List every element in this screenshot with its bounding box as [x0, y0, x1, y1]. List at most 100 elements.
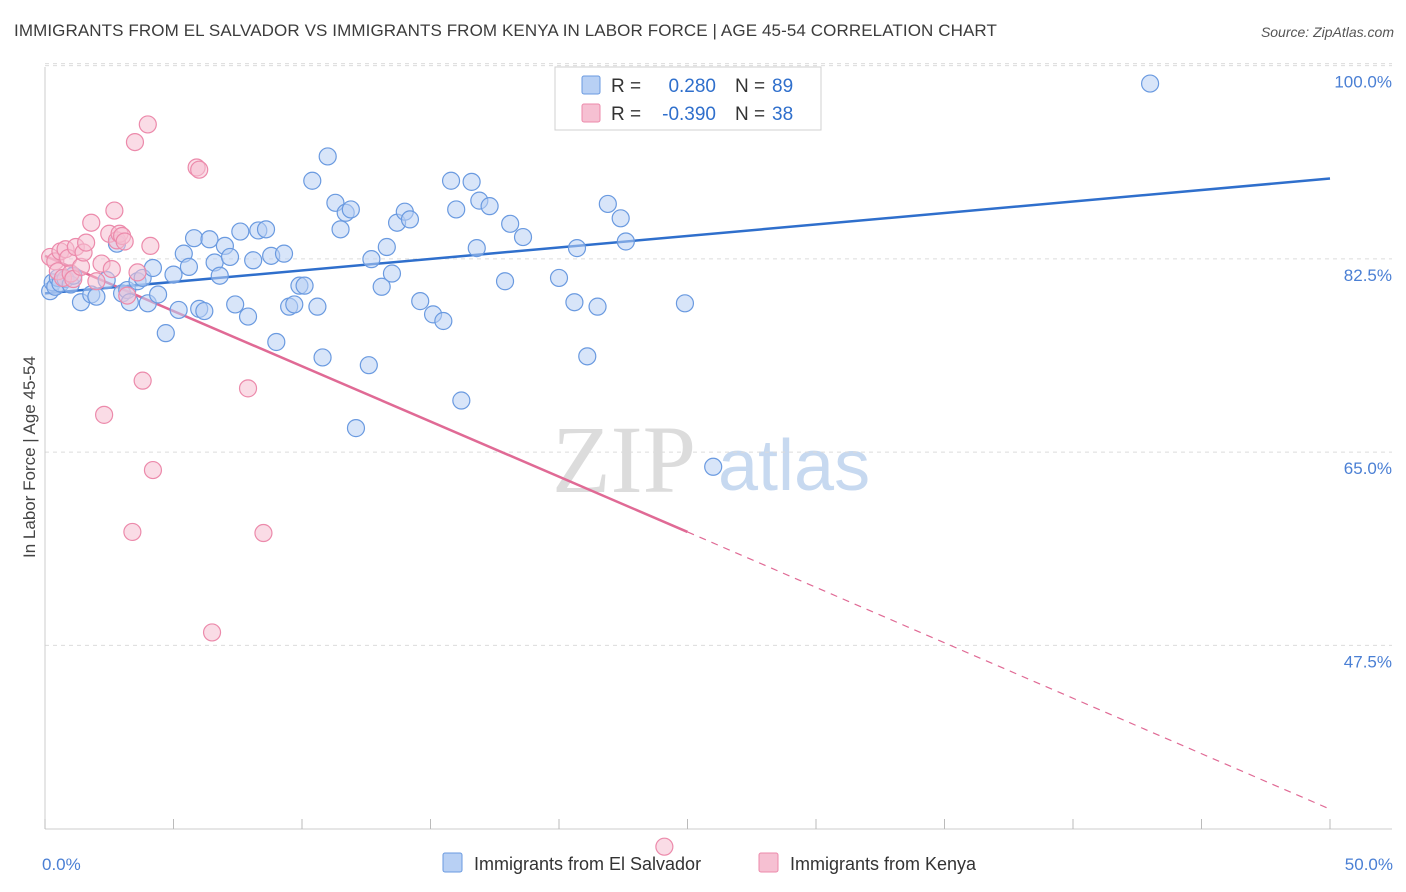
stats-n-value-2: 38 [772, 104, 793, 125]
y-tick-label-0: 100.0% [1334, 73, 1392, 92]
trendline-el-salvador [44, 177, 1331, 295]
point-el-salvador-35 [231, 222, 250, 241]
point-el-salvador-70 [462, 172, 481, 191]
point-el-salvador-31 [210, 266, 229, 285]
axes [44, 67, 1392, 830]
point-el-salvador-79 [567, 239, 587, 258]
point-kenya-34 [202, 623, 222, 642]
point-kenya-35 [238, 379, 258, 398]
point-kenya-25 [123, 522, 142, 542]
point-kenya-26 [125, 132, 145, 152]
point-el-salvador-84 [616, 232, 635, 251]
y-axis-label: In Labor Force | Age 45-54 [20, 356, 39, 558]
point-el-salvador-80 [578, 347, 597, 366]
point-el-salvador-10 [87, 287, 106, 306]
point-el-salvador-77 [549, 268, 569, 288]
point-el-salvador-36 [238, 307, 258, 326]
point-kenya-29 [138, 115, 157, 134]
point-kenya-18 [102, 259, 121, 279]
point-el-salvador-63 [400, 210, 420, 229]
chart-title: IMMIGRANTS FROM EL SALVADOR VS IMMIGRANT… [14, 21, 997, 40]
point-el-salvador-21 [156, 324, 175, 343]
series-legend: Immigrants from El Salvador Immigrants f… [442, 852, 977, 874]
stats-r-label-1: R = [611, 76, 641, 97]
point-el-salvador-58 [372, 277, 391, 296]
point-el-salvador-81 [588, 297, 607, 316]
x-tick-labels: 0.0% 50.0% [42, 855, 1393, 874]
point-el-salvador-74 [495, 272, 515, 291]
y-tick-label-1: 82.5% [1344, 266, 1392, 285]
point-el-salvador-88 [1140, 74, 1160, 93]
point-el-salvador-26 [184, 229, 204, 248]
point-kenya-19 [105, 201, 124, 220]
point-el-salvador-23 [169, 300, 188, 320]
point-el-salvador-28 [195, 301, 214, 321]
point-el-salvador-66 [434, 311, 453, 331]
point-el-salvador-64 [411, 292, 430, 311]
point-el-salvador-42 [274, 244, 294, 263]
stats-r-value-2: -0.390 [662, 104, 716, 125]
stats-r-value-1: 0.280 [668, 76, 716, 97]
point-kenya-24 [118, 286, 137, 305]
point-el-salvador-82 [598, 194, 617, 214]
point-el-salvador-41 [267, 332, 286, 352]
stats-legend: R = 0.280 N = 89 R = -0.390 N = 38 [554, 66, 822, 131]
watermark-atlas: atlas [718, 426, 870, 506]
point-el-salvador-47 [303, 171, 322, 190]
point-el-salvador-50 [318, 147, 337, 166]
point-el-salvador-46 [295, 276, 314, 295]
legend-swatch-el-salvador [442, 852, 463, 873]
stats-n-label-1: N = [735, 76, 765, 97]
point-el-salvador-56 [359, 356, 378, 375]
data-points [41, 74, 1160, 856]
point-el-salvador-59 [377, 237, 396, 257]
stats-r-label-2: R = [611, 104, 641, 125]
point-el-salvador-75 [501, 214, 520, 233]
point-el-salvador-22 [164, 265, 183, 284]
point-kenya-28 [133, 371, 152, 390]
grid [45, 63, 1392, 646]
point-el-salvador-49 [313, 348, 332, 367]
point-el-salvador-60 [382, 264, 402, 283]
stats-n-value-1: 89 [772, 76, 793, 97]
point-kenya-37 [655, 837, 674, 856]
point-kenya-12 [77, 233, 96, 252]
point-el-salvador-68 [447, 200, 466, 219]
point-kenya-31 [143, 460, 163, 480]
point-el-salvador-69 [452, 391, 471, 410]
point-el-salvador-48 [308, 297, 327, 316]
point-el-salvador-87 [704, 457, 723, 476]
point-kenya-30 [141, 236, 160, 256]
point-kenya-14 [87, 272, 106, 291]
stats-n-label-2: N = [735, 104, 765, 125]
point-kenya-33 [190, 160, 209, 179]
point-el-salvador-71 [467, 239, 486, 258]
point-el-salvador-73 [480, 197, 499, 216]
point-el-salvador-54 [341, 200, 360, 219]
point-el-salvador-37 [244, 251, 263, 270]
point-el-salvador-57 [362, 250, 381, 269]
y-tick-labels: 100.0% 82.5% 65.0% 47.5% [1334, 73, 1392, 672]
legend-label-kenya: Immigrants from Kenya [790, 854, 977, 874]
x-tick-label-0: 0.0% [42, 855, 81, 874]
point-kenya-23 [115, 232, 134, 251]
point-el-salvador-33 [220, 247, 240, 267]
watermark: ZIP atlas [552, 406, 870, 513]
point-el-salvador-39 [256, 220, 276, 239]
point-el-salvador-78 [565, 293, 584, 312]
point-el-salvador-44 [285, 295, 304, 314]
point-el-salvador-52 [331, 220, 350, 239]
watermark-zip: ZIP [552, 406, 696, 513]
point-el-salvador-67 [441, 171, 461, 190]
point-el-salvador-55 [346, 419, 366, 438]
point-el-salvador-20 [148, 285, 168, 304]
point-el-salvador-86 [675, 294, 695, 313]
point-el-salvador-83 [611, 209, 630, 228]
point-el-salvador-25 [179, 257, 199, 276]
legend-swatch-kenya [758, 852, 779, 873]
stats-swatch-blue [581, 75, 601, 95]
x-tick-label-1: 50.0% [1345, 855, 1393, 874]
point-el-salvador-34 [226, 295, 245, 314]
source-credit: Source: ZipAtlas.com [1260, 24, 1394, 40]
